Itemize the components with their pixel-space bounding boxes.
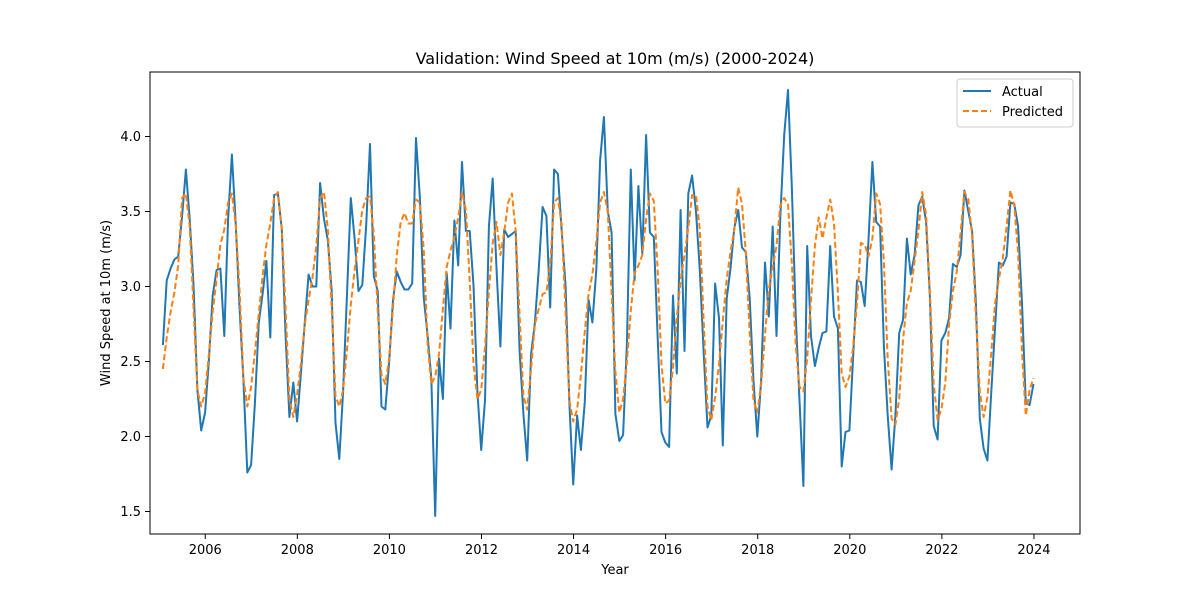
x-axis-label: Year: [600, 563, 629, 578]
x-tick-label: 2014: [557, 543, 590, 558]
x-tick-label: 2020: [833, 543, 866, 558]
chart-title: Validation: Wind Speed at 10m (m/s) (200…: [416, 49, 815, 68]
series-line-predicted: [161, 186, 1035, 426]
y-axis-label: Wind Speed at 10m (m/s): [99, 220, 114, 386]
x-tick-label: 2012: [465, 543, 498, 558]
y-tick-label: 3.5: [120, 205, 141, 220]
y-tick-label: 2.0: [120, 430, 141, 445]
x-tick-label: 2006: [189, 543, 222, 558]
plot-lines: [161, 89, 1035, 517]
x-tick-label: 2016: [649, 543, 682, 558]
y-axis: 1.5 2.0 2.5 3.0 3.5 4.0: [120, 130, 150, 520]
plot-frame: [149, 71, 1081, 535]
y-tick-label: 2.5: [120, 355, 141, 370]
legend: Actual Predicted: [956, 78, 1074, 128]
legend-label-actual: Actual: [1002, 85, 1043, 100]
x-tick-label: 2008: [281, 543, 314, 558]
y-tick-label: 1.5: [120, 505, 141, 520]
x-axis: 2006 2008 2010 2012 2014 2016 2018 2020 2022 2024: [189, 534, 1051, 558]
x-tick-label: 2024: [1017, 543, 1050, 558]
legend-label-predicted: Predicted: [1002, 105, 1063, 120]
x-tick-label: 2010: [373, 543, 406, 558]
y-tick-label: 3.0: [120, 280, 141, 295]
x-tick-label: 2018: [741, 543, 774, 558]
y-tick-label: 4.0: [120, 130, 141, 145]
x-tick-label: 2022: [925, 543, 958, 558]
